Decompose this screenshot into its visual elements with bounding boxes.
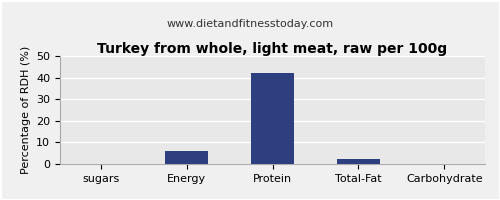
Bar bbox=[251, 73, 294, 164]
Text: www.dietandfitnesstoday.com: www.dietandfitnesstoday.com bbox=[166, 19, 334, 29]
Title: Turkey from whole, light meat, raw per 100g: Turkey from whole, light meat, raw per 1… bbox=[98, 42, 448, 56]
Bar bbox=[337, 159, 380, 164]
Y-axis label: Percentage of RDH (%): Percentage of RDH (%) bbox=[20, 46, 30, 174]
Bar bbox=[165, 151, 208, 164]
